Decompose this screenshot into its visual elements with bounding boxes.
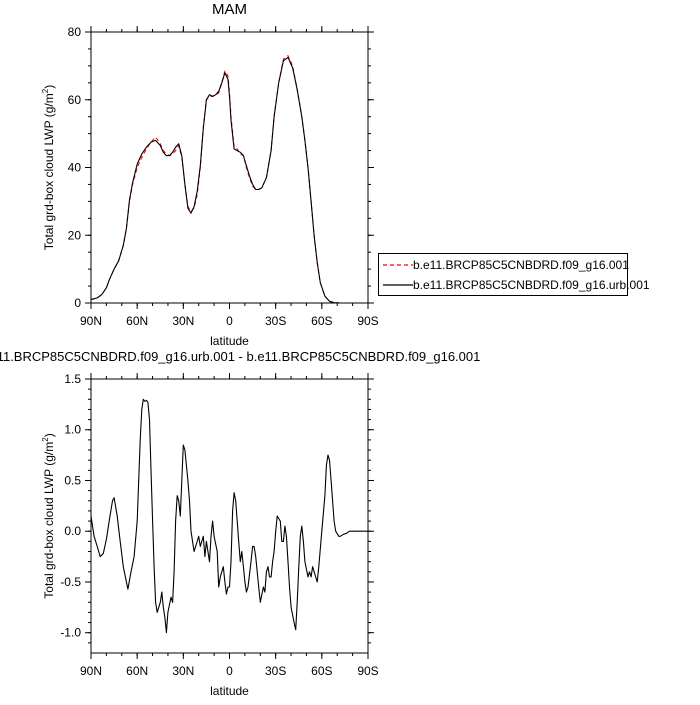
- plot-frame-top: [90, 31, 369, 304]
- plot-frame-bottom: [90, 378, 369, 654]
- y-tick-label-bottom-2: 0.0: [64, 524, 81, 538]
- y-tick-label-top-2: 40: [68, 161, 82, 175]
- x-axis-label-top: latitude: [210, 334, 249, 348]
- x-tick-label-top-6: 90S: [357, 314, 378, 328]
- legend-swatch-solid-black: [383, 284, 413, 286]
- x-tick-label-top-1: 60N: [126, 314, 148, 328]
- chart-title-bottom: b.e11.BRCP85C5CNBDRD.f09_g16.urb.001 - b…: [0, 349, 480, 364]
- legend-entry-base: b.e11.BRCP85C5CNBDRD.f09_g16.001: [383, 255, 629, 275]
- y-axis-label-text-bottom: Total grd-box cloud LWP (g/m: [42, 442, 56, 599]
- legend-swatch-dashed-red: [383, 264, 413, 266]
- y-tick-label-top-3: 60: [68, 93, 82, 107]
- y-tick-label-bottom-3: 0.5: [64, 473, 81, 487]
- y-axis-label-bottom: Total grd-box cloud LWP (g/m2): [41, 433, 56, 598]
- x-tick-label-bottom-6: 90S: [357, 664, 378, 678]
- y-axis-label-end-top: ): [42, 85, 56, 89]
- x-tick-label-top-3: 0: [226, 314, 233, 328]
- y-axis-label-sup-top: 2: [41, 88, 50, 93]
- x-tick-label-top-4: 30S: [265, 314, 286, 328]
- x-tick-label-top-0: 90N: [80, 314, 102, 328]
- chart-panel-top: MAM 90N 60N 30N 0 30S 60S 90S 0 20 40 60 80 latitude T…: [41, 1, 379, 348]
- y-tick-label-top-1: 20: [68, 228, 82, 242]
- y-tick-label-top-4: 80: [68, 25, 82, 39]
- x-tick-label-bottom-3: 0: [226, 664, 233, 678]
- x-tick-label-bottom-0: 90N: [80, 664, 102, 678]
- series-line-top-1: [91, 56, 368, 303]
- y-tick-label-bottom-0: -1.0: [60, 626, 81, 640]
- x-tick-label-bottom-4: 30S: [265, 664, 286, 678]
- y-tick-label-bottom-1: -0.5: [60, 575, 81, 589]
- y-tick-label-bottom-5: 1.5: [64, 372, 81, 386]
- x-tick-label-bottom-1: 60N: [126, 664, 148, 678]
- chart-panel-bottom: b.e11.BRCP85C5CNBDRD.f09_g16.urb.001 - b…: [0, 349, 480, 698]
- y-axis-label-text-top: Total grd-box cloud LWP (g/m: [42, 93, 56, 250]
- y-axis-label-top: Total grd-box cloud LWP (g/m2): [41, 85, 56, 250]
- x-tick-label-bottom-2: 30N: [172, 664, 194, 678]
- y-axis-label-sup-bottom: 2: [41, 437, 50, 442]
- x-tick-label-top-2: 30N: [172, 314, 194, 328]
- y-tick-label-top-0: 0: [74, 296, 81, 310]
- legend-label-urb: b.e11.BRCP85C5CNBDRD.f09_g16.urb.001: [413, 278, 650, 292]
- y-tick-label-bottom-4: 1.0: [64, 423, 81, 437]
- y-axis-label-end-bottom: ): [42, 433, 56, 437]
- series-line-bottom-0: [91, 398, 368, 634]
- legend-label-base: b.e11.BRCP85C5CNBDRD.f09_g16.001: [413, 258, 629, 272]
- x-tick-label-top-5: 60S: [311, 314, 332, 328]
- chart-title-top: MAM: [212, 1, 247, 18]
- legend-entry-urb: b.e11.BRCP85C5CNBDRD.f09_g16.urb.001: [383, 275, 650, 295]
- legend: b.e11.BRCP85C5CNBDRD.f09_g16.001 b.e11.B…: [378, 253, 650, 296]
- x-tick-label-bottom-5: 60S: [311, 664, 332, 678]
- x-axis-label-bottom: latitude: [210, 684, 249, 698]
